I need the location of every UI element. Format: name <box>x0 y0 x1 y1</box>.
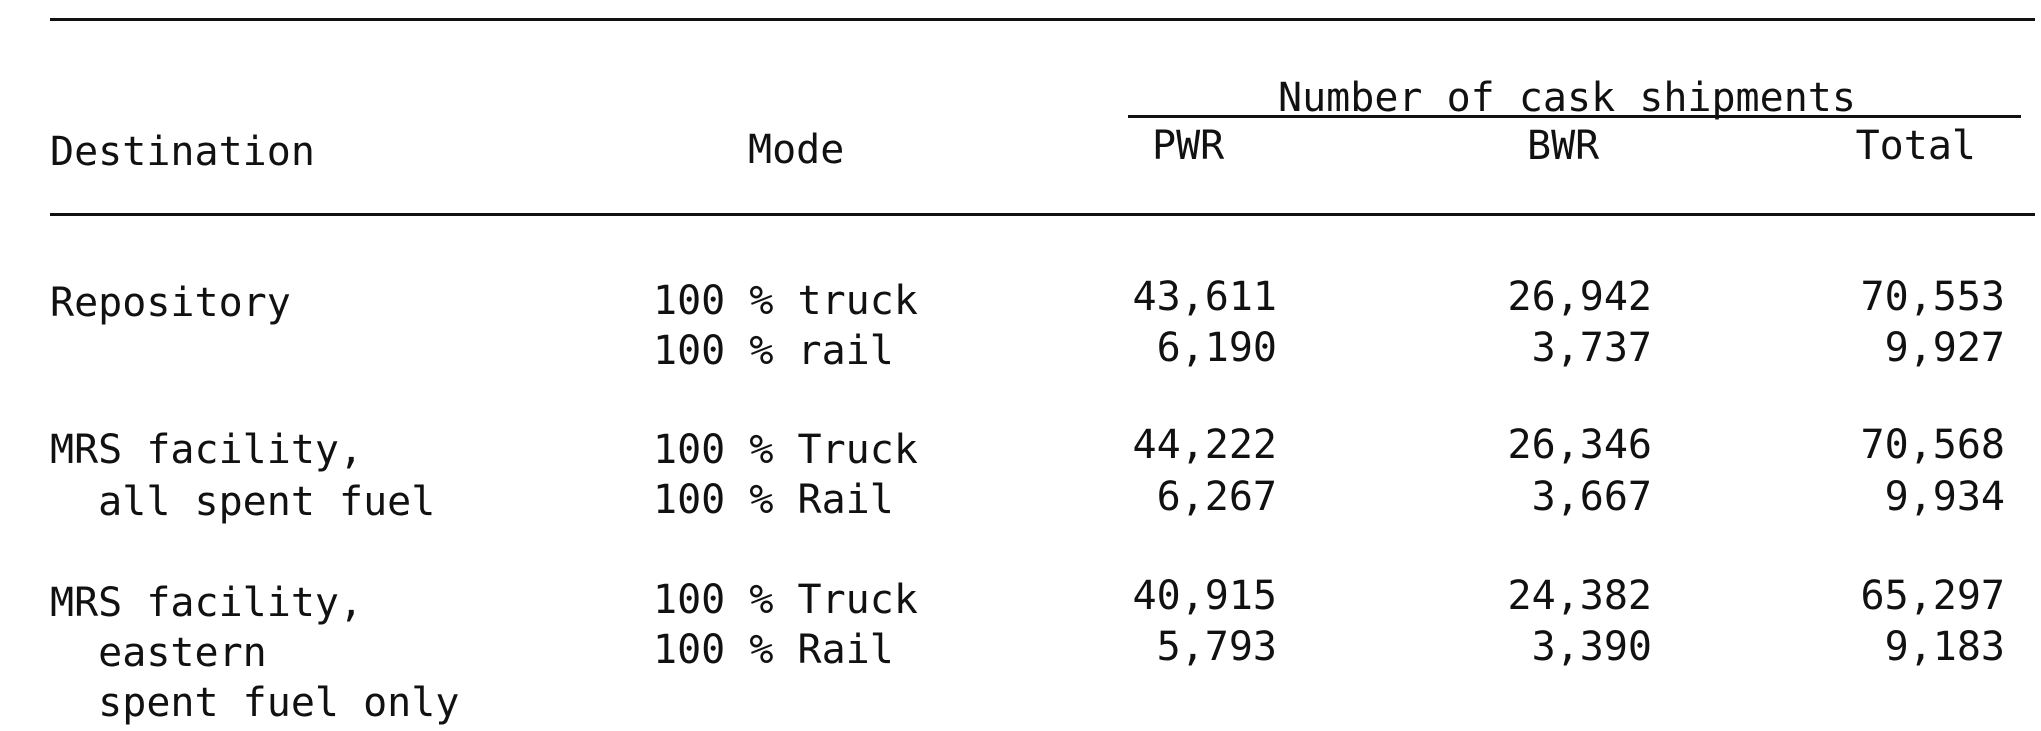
destination-line: MRS facility, <box>50 427 364 473</box>
group-header-rule <box>1128 115 2021 118</box>
pwr-cell: 6,267 <box>1156 474 1277 520</box>
mode-cell: 100 % Truck <box>653 427 918 473</box>
total-cell: 70,568 <box>1860 422 2006 468</box>
header-bwr: BWR <box>1527 123 1600 169</box>
bwr-cell: 3,667 <box>1531 474 1652 520</box>
bwr-cell: 26,942 <box>1507 274 1653 320</box>
pwr-cell: 43,611 <box>1132 274 1278 320</box>
header-pwr: PWR <box>1152 123 1225 169</box>
destination-line: all spent fuel <box>50 479 436 525</box>
header-total: Total <box>1855 123 1976 169</box>
mode-cell: 100 % Truck <box>653 577 918 623</box>
pwr-cell: 5,793 <box>1156 624 1277 670</box>
bwr-cell: 3,737 <box>1531 325 1652 371</box>
mode-cell: 100 % truck <box>653 278 918 324</box>
mode-cell: 100 % Rail <box>653 477 894 523</box>
destination-line: Repository <box>50 280 291 326</box>
bwr-cell: 3,390 <box>1531 624 1652 670</box>
pwr-cell: 44,222 <box>1132 422 1278 468</box>
pwr-cell: 6,190 <box>1156 325 1277 371</box>
total-cell: 9,934 <box>1884 474 2005 520</box>
top-rule <box>50 18 2035 21</box>
header-bottom-rule <box>50 213 2035 216</box>
total-cell: 9,183 <box>1884 624 2005 670</box>
bwr-cell: 26,346 <box>1507 422 1653 468</box>
total-cell: 70,553 <box>1860 274 2006 320</box>
header-mode: Mode <box>748 127 845 173</box>
mode-cell: 100 % Rail <box>653 627 894 673</box>
pwr-cell: 40,915 <box>1132 573 1278 619</box>
destination-line: MRS facility, <box>50 580 364 626</box>
bwr-cell: 24,382 <box>1507 573 1653 619</box>
total-cell: 65,297 <box>1860 573 2006 619</box>
destination-line: eastern <box>50 630 267 676</box>
mode-cell: 100 % rail <box>653 328 894 374</box>
destination-line: spent fuel only <box>50 680 460 726</box>
total-cell: 9,927 <box>1884 325 2005 371</box>
header-destination: Destination <box>50 129 315 175</box>
group-header: Number of cask shipments <box>1278 75 1856 121</box>
